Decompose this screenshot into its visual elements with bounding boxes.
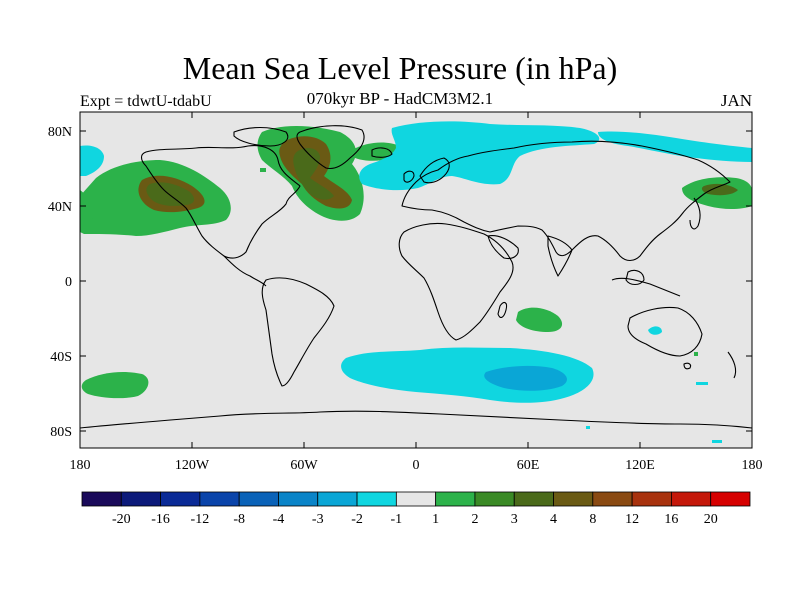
colorbar-swatch-13	[553, 491, 594, 507]
coastline-south-america	[261, 277, 335, 387]
anomaly-pos3-npacific	[146, 182, 195, 206]
colorbar-label-6: -3	[312, 512, 324, 527]
colorbar-swatch-15	[631, 491, 672, 507]
chart-title: Mean Sea Level Pressure (in hPa)	[182, 50, 618, 86]
anomaly-fields	[80, 121, 752, 443]
colorbar-swatch-11	[474, 491, 515, 507]
colorbar-label-1: -20	[112, 512, 131, 527]
ytick-label-1: 80N	[48, 125, 72, 140]
colorbar-swatch-3	[160, 491, 201, 507]
colorbar-swatch-16	[671, 491, 712, 507]
coastline-india	[547, 235, 573, 277]
colorbar-swatch-8	[356, 491, 397, 507]
colorbar-label-4: -8	[233, 512, 245, 527]
coastline-greenland	[296, 125, 365, 170]
colorbar-label-11: 3	[511, 512, 518, 527]
colorbar-swatch-5	[238, 491, 279, 507]
coastline-arctic-islands	[233, 126, 289, 147]
colorbar-label-12: 4	[550, 512, 557, 527]
colorbar-label-16: 20	[704, 512, 718, 527]
anomaly-neg-australia	[648, 326, 662, 335]
colorbar-label-2: -16	[151, 512, 170, 527]
colorbar-label-9: 1	[432, 512, 439, 527]
colorbar-label-7: -2	[351, 512, 363, 527]
coastline-madagascar	[497, 301, 508, 319]
coastline-iceland	[371, 147, 393, 158]
xtick-label-2: 120W	[175, 458, 210, 473]
anomaly-pos3-natlantic	[293, 148, 334, 200]
xtick-label-4: 0	[413, 458, 420, 473]
coastline-north-america	[140, 145, 301, 259]
coastline-tasmania	[683, 362, 692, 370]
coastline-antarctica	[79, 410, 753, 429]
coastlines	[79, 125, 753, 429]
xtick-label-6: 120E	[625, 458, 655, 473]
anomaly-pos-sindian	[516, 307, 563, 332]
chart-subtitle: 070kyr BP - HadCM3M2.1	[306, 89, 494, 108]
coastline-se-asia	[611, 277, 681, 297]
colorbar-label-15: 16	[664, 512, 678, 527]
month-label: JAN	[720, 91, 752, 110]
coastline-japan	[689, 197, 701, 230]
colorbar-swatch-17	[710, 491, 751, 507]
colorbar-label-14: 12	[625, 512, 639, 527]
anomaly-neg-speck-b	[712, 440, 722, 443]
colorbar-swatch-2	[120, 491, 161, 507]
anomaly-neg2-southern	[484, 365, 567, 391]
colorbar-label-13: 8	[589, 512, 596, 527]
colorbar-swatch-6	[278, 491, 319, 507]
colorbar-label-3: -12	[191, 512, 210, 527]
coastline-central-america	[223, 255, 267, 287]
anomaly-pos-speck-b	[260, 168, 266, 172]
tick-marks	[79, 112, 753, 448]
colorbar-swatch-4	[199, 491, 240, 507]
colorbar-swatch-10	[435, 491, 476, 507]
coastline-borneo	[625, 269, 645, 286]
colorbar	[81, 491, 751, 507]
colorbar-swatch-12	[513, 491, 554, 507]
xtick-label-5: 60E	[517, 458, 540, 473]
coastline-africa	[398, 222, 514, 341]
colorbar-label-10: 2	[471, 512, 478, 527]
colorbar-swatch-1	[81, 491, 122, 507]
anomaly-neg-speck-c	[586, 426, 590, 429]
coastline-scandinavia	[419, 157, 450, 184]
experiment-label: Expt = tdwtU-tdabU	[80, 93, 212, 110]
coastline-new-zealand	[727, 351, 737, 379]
xtick-label-1: 180	[70, 458, 91, 473]
colorbar-swatch-9	[395, 491, 437, 507]
anomaly-pos-speck-a	[694, 352, 698, 356]
anomaly-neg-speck-a	[696, 382, 708, 385]
anomaly-neg-arctic-west	[80, 145, 104, 176]
anomaly-pos-spacific	[81, 372, 149, 399]
ytick-label-4: 40S	[50, 350, 72, 365]
coastline-arabia	[487, 235, 519, 260]
x-tick-labels: 180 120W 60W 0 60E 120E 180	[70, 458, 763, 473]
colorbar-swatch-7	[317, 491, 358, 507]
anomaly-neg-arctic	[359, 121, 600, 191]
anomaly-pos-epacific-edge	[80, 190, 94, 228]
xtick-label-3: 60W	[290, 458, 318, 473]
anomaly-pos3-nwpacific	[701, 183, 738, 196]
coastline-australia	[627, 306, 703, 357]
colorbar-labels: -20 -16 -12 -8 -4 -3 -2 -1 1 2 3 4 8 12 16 20	[112, 512, 718, 527]
ytick-label-3: 0	[65, 275, 72, 290]
y-tick-labels: 80N 40N 0 40S 80S	[48, 125, 72, 440]
colorbar-swatch-14	[592, 491, 633, 507]
coastline-eurasia	[401, 140, 731, 262]
coastline-britain	[403, 170, 415, 183]
colorbar-label-5: -4	[273, 512, 285, 527]
colorbar-label-8: -1	[391, 512, 403, 527]
anomaly-neg-arctic-east	[598, 131, 752, 162]
ytick-label-2: 40N	[48, 200, 72, 215]
ytick-label-5: 80S	[50, 425, 72, 440]
xtick-label-7: 180	[742, 458, 763, 473]
